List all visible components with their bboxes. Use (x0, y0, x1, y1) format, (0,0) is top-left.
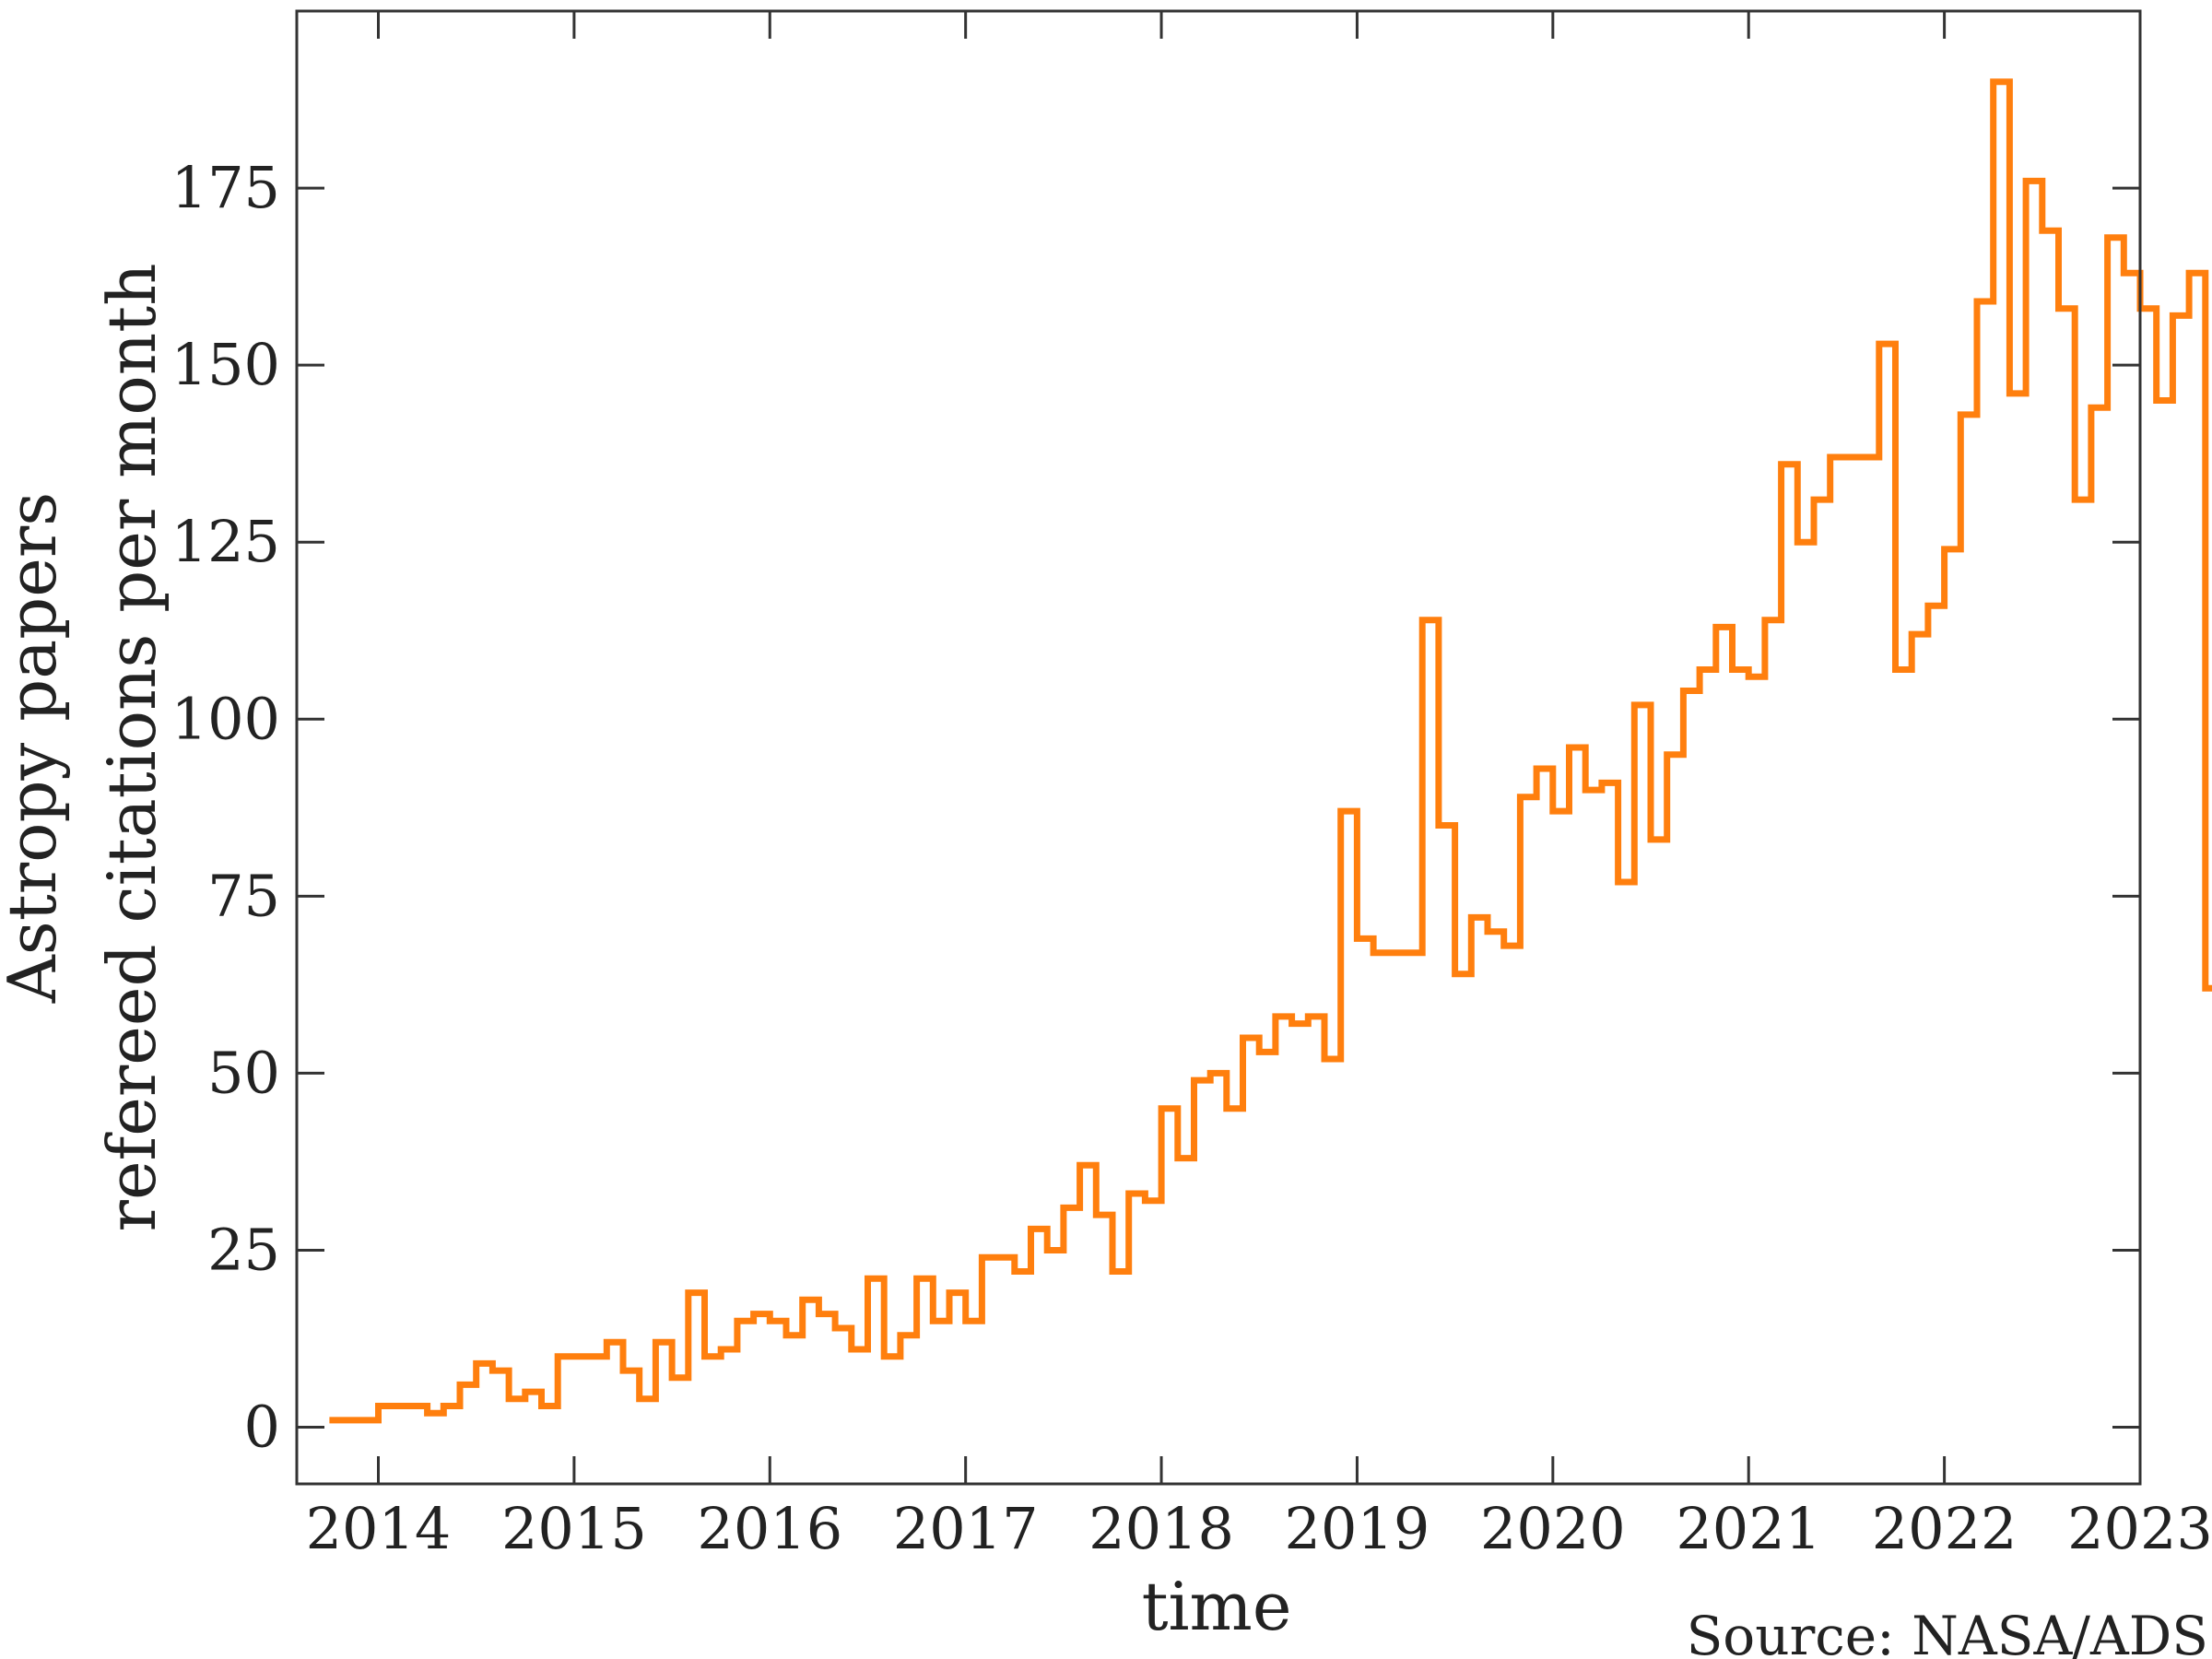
y-tick-label: 75 (207, 862, 280, 929)
y-tick-label: 150 (171, 331, 280, 398)
y-tick-label: 175 (171, 154, 280, 221)
x-tick-label: 2015 (501, 1495, 647, 1562)
y-axis-label-line2: refereed citations per month (93, 264, 171, 1232)
plot-frame (295, 9, 2142, 1486)
x-tick-label: 2022 (1872, 1495, 2018, 1562)
x-tick-label: 2017 (893, 1495, 1039, 1562)
tick-labels: 2014 2015 2016 2017 2018 2019 2020 2021 2022 2023… (171, 154, 2212, 1562)
y-tick-label: 125 (171, 508, 280, 575)
y-axis-label-line1: Astropy papers (0, 492, 71, 1004)
citations-step-line (329, 78, 2212, 1424)
x-tick-label: 2018 (1088, 1495, 1234, 1562)
x-tick-label: 2019 (1285, 1495, 1430, 1562)
x-tick-label: 2021 (1676, 1495, 1821, 1562)
y-tick-label: 0 (244, 1394, 280, 1461)
x-axis-label: time (1142, 1568, 1292, 1645)
axis-ticks (297, 11, 2142, 1484)
x-tick-label: 2014 (306, 1495, 452, 1562)
source-note: Source: NASA/ADS (1687, 1605, 2208, 1659)
y-tick-label: 100 (171, 685, 280, 752)
plot-area (297, 11, 2140, 1484)
x-tick-label: 2020 (1480, 1495, 1626, 1562)
y-tick-label: 25 (207, 1216, 280, 1283)
x-tick-label: 2023 (2067, 1495, 2212, 1562)
x-tick-label: 2016 (697, 1495, 842, 1562)
y-tick-label: 50 (207, 1039, 280, 1106)
